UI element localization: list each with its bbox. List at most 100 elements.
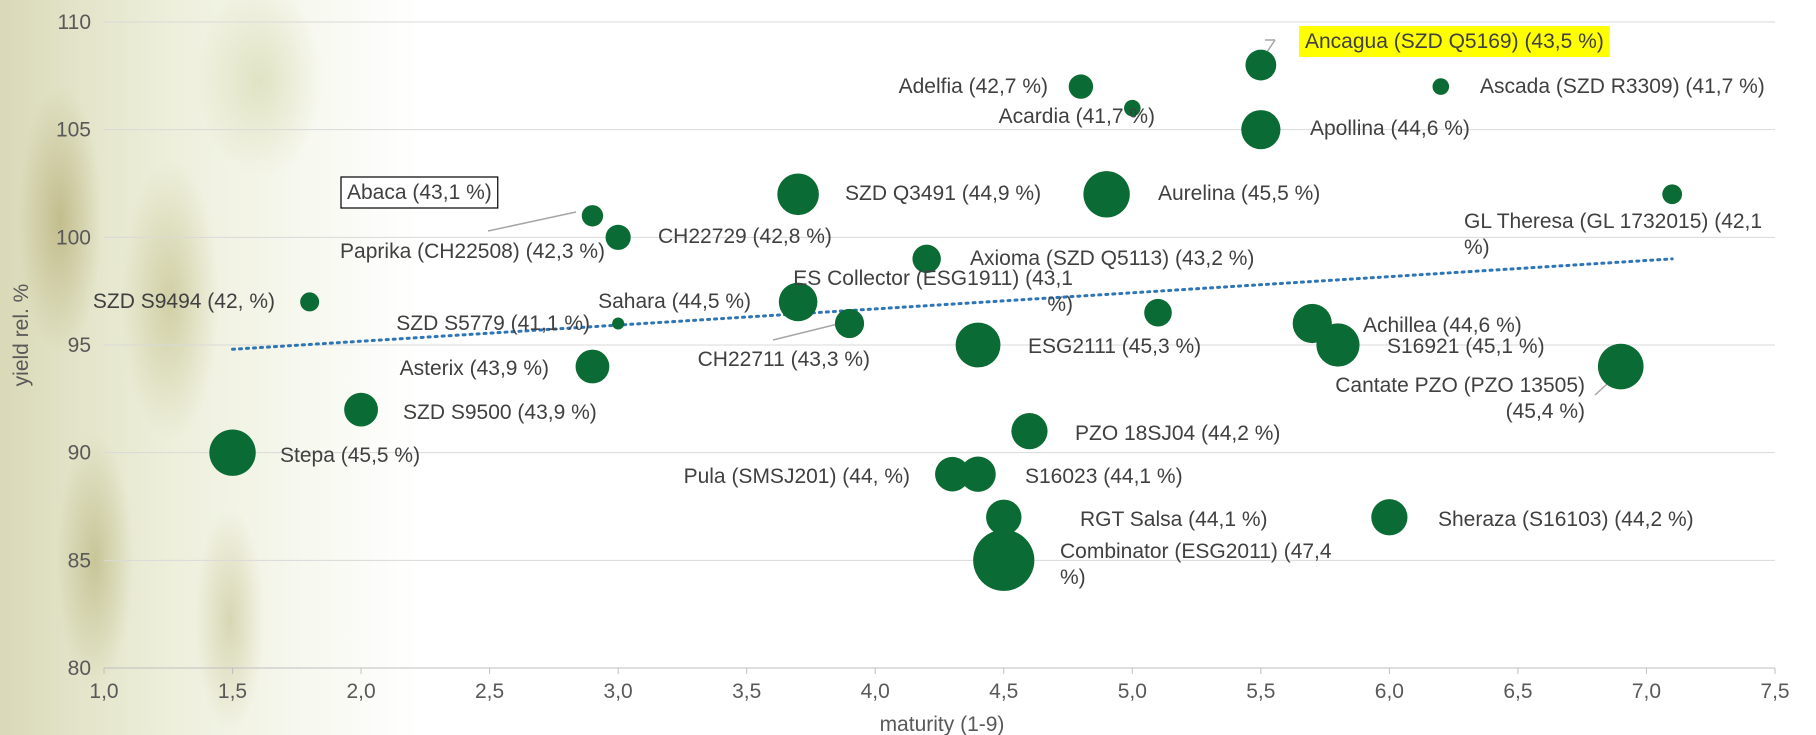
data-label: Ancagua (SZD Q5169) (43,5 %) bbox=[1305, 30, 1604, 53]
data-label: Aurelina (45,5 %) bbox=[1158, 182, 1320, 205]
data-label-line: %) bbox=[1060, 566, 1086, 589]
y-tick-label: 90 bbox=[68, 442, 91, 465]
bubble bbox=[1124, 99, 1141, 117]
data-label: Asterix (43,9 %) bbox=[400, 357, 549, 380]
x-tick-label: 1,0 bbox=[89, 680, 118, 703]
data-label: Apollina (44,6 %) bbox=[1310, 117, 1470, 140]
gridlines bbox=[104, 21, 1775, 669]
bubble bbox=[1068, 74, 1094, 99]
data-label: GL Theresa (GL 1732015) (42,1%) bbox=[1464, 210, 1762, 259]
data-label-line: RGT Salsa (44,1 %) bbox=[1080, 508, 1268, 531]
bubble bbox=[575, 349, 610, 384]
data-label-line: Sheraza (S16103) (44,2 %) bbox=[1438, 508, 1694, 531]
data-label: Sheraza (S16103) (44,2 %) bbox=[1438, 508, 1694, 531]
data-label: Pula (SMSJ201) (44, %) bbox=[684, 465, 910, 488]
data-label: CH22711 (43,3 %) bbox=[698, 348, 870, 371]
point-labels: Ancagua (SZD Q5169) (43,5 %) Adelfia (42,… bbox=[93, 26, 1765, 589]
x-tick-label: 5,5 bbox=[1246, 680, 1275, 703]
bubble bbox=[209, 429, 256, 476]
bubble bbox=[777, 173, 819, 216]
trendline bbox=[231, 257, 1674, 351]
y-tick-label: 85 bbox=[68, 549, 91, 572]
bubble bbox=[986, 499, 1022, 535]
x-tick-label: 1,5 bbox=[218, 680, 247, 703]
data-label-line: CH22729 (42,8 %) bbox=[658, 225, 832, 248]
data-label-line: S16921 (45,1 %) bbox=[1387, 335, 1545, 358]
data-label-line: Adelfia (42,7 %) bbox=[899, 75, 1048, 98]
bubble bbox=[581, 205, 604, 227]
data-label-line: ESG2111 (45,3 %) bbox=[1028, 335, 1201, 358]
bubble bbox=[1597, 343, 1644, 390]
bubble bbox=[1245, 49, 1277, 81]
x-tick-label: 4,5 bbox=[989, 680, 1018, 703]
data-label: SZD S5779 (41,1 %) bbox=[396, 312, 590, 335]
data-label: Axioma (SZD Q5113) (43,2 %) bbox=[970, 247, 1254, 270]
data-label: Ascada (SZD R3309) (41,7 %) bbox=[1480, 75, 1765, 98]
bubble bbox=[778, 282, 818, 322]
x-axis-label: maturity (1-9) bbox=[880, 713, 1005, 735]
data-label-line: Acardia (41,7 %) bbox=[999, 105, 1155, 128]
data-label: S16921 (45,1 %) bbox=[1387, 335, 1545, 358]
bubble bbox=[955, 322, 1001, 368]
label-highlight-box bbox=[1299, 26, 1610, 57]
data-label: Adelfia (42,7 %) bbox=[899, 75, 1048, 98]
x-tick-label: 5,0 bbox=[1118, 680, 1147, 703]
data-label: Paprika (CH22508) (42,3 %) bbox=[340, 240, 605, 263]
data-label-line: %) bbox=[1464, 236, 1490, 259]
data-label: SZD S9494 (42, %) bbox=[93, 290, 275, 313]
soybean-background-image bbox=[0, 0, 420, 735]
x-tick-label: 3,5 bbox=[732, 680, 761, 703]
data-label-line: Achillea (44,6 %) bbox=[1363, 314, 1522, 337]
data-label-line: S16023 (44,1 %) bbox=[1025, 465, 1183, 488]
data-label: Stepa (45,5 %) bbox=[280, 444, 420, 467]
data-label-line: Sahara (44,5 %) bbox=[598, 290, 751, 313]
x-tick-label: 6,5 bbox=[1503, 680, 1532, 703]
data-label-line: Pula (SMSJ201) (44, %) bbox=[684, 465, 910, 488]
x-tick-label: 2,0 bbox=[346, 680, 375, 703]
data-label: Combinator (ESG2011) (47,4%) bbox=[1060, 540, 1332, 589]
data-label: Achillea (44,6 %) bbox=[1363, 314, 1522, 337]
bubble bbox=[1371, 499, 1408, 536]
data-label: SZD Q3491 (44,9 %) bbox=[845, 182, 1041, 205]
bubble bbox=[1432, 78, 1450, 95]
data-label: CH22729 (42,8 %) bbox=[658, 225, 832, 248]
data-label-line: (45,4 %) bbox=[1506, 400, 1585, 423]
data-label-line: Combinator (ESG2011) (47,4 bbox=[1060, 540, 1332, 563]
data-label-line: Apollina (44,6 %) bbox=[1310, 117, 1470, 140]
data-label-line: Aurelina (45,5 %) bbox=[1158, 182, 1320, 205]
data-label-line: %) bbox=[1047, 293, 1073, 316]
linear-trendline bbox=[231, 257, 1674, 351]
bubble bbox=[834, 308, 865, 339]
bubble bbox=[612, 317, 625, 330]
bubble bbox=[960, 456, 996, 492]
x-tick-label: 4,0 bbox=[861, 680, 890, 703]
x-tick-label: 7,5 bbox=[1760, 680, 1789, 703]
bubble bbox=[973, 529, 1035, 591]
data-label: Abaca (43,1 %) bbox=[347, 181, 492, 204]
y-tick-label: 105 bbox=[56, 119, 91, 142]
bubble bbox=[912, 244, 941, 274]
bubble bbox=[300, 292, 320, 312]
data-label-line: SZD S9494 (42, %) bbox=[93, 290, 275, 313]
axes: 80 85 90 95 100 105 110 1,0 1,5 2,0 2,5 3,0 3,5 4,0 4,… bbox=[56, 11, 1790, 703]
data-label: Cantate PZO (PZO 13505) (45,4 %) bbox=[1335, 374, 1585, 423]
bubble bbox=[1083, 171, 1130, 218]
data-label: Acardia (41,7 %) bbox=[999, 105, 1155, 128]
data-label: ESG2111 (45,3 %) bbox=[1028, 335, 1201, 358]
leader-line bbox=[487, 211, 577, 232]
y-tick-label: 95 bbox=[68, 334, 91, 357]
data-label: S16023 (44,1 %) bbox=[1025, 465, 1183, 488]
x-tick-label: 7,0 bbox=[1632, 680, 1661, 703]
bubble bbox=[344, 392, 378, 427]
data-label-line: SZD Q3491 (44,9 %) bbox=[845, 182, 1041, 205]
data-label: SZD S9500 (43,9 %) bbox=[403, 401, 597, 424]
bubble bbox=[1011, 413, 1048, 450]
x-tick-label: 3,0 bbox=[604, 680, 633, 703]
bubble bbox=[1241, 110, 1281, 150]
data-label-line: Paprika (CH22508) (42,3 %) bbox=[340, 240, 605, 263]
data-label-line: CH22711 (43,3 %) bbox=[698, 348, 870, 371]
data-label-line: Ascada (SZD R3309) (41,7 %) bbox=[1480, 75, 1765, 98]
x-tick-label: 6,0 bbox=[1375, 680, 1404, 703]
bubble bbox=[1316, 323, 1360, 367]
